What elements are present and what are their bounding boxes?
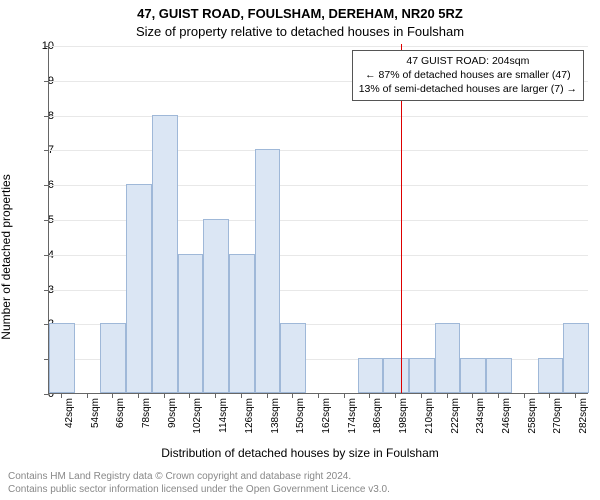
- chart-title: 47, GUIST ROAD, FOULSHAM, DEREHAM, NR20 …: [0, 6, 600, 21]
- histogram-bar: [358, 358, 384, 393]
- x-tick-label: 126sqm: [244, 398, 255, 434]
- x-tick-mark: [447, 394, 448, 398]
- x-tick-label: 174sqm: [347, 398, 358, 434]
- x-tick-mark: [87, 394, 88, 398]
- histogram-bar: [126, 184, 152, 393]
- annotation-box: 47 GUIST ROAD: 204sqm ← 87% of detached …: [352, 50, 584, 101]
- x-tick-label: 114sqm: [218, 398, 229, 433]
- y-tick-mark: [44, 394, 48, 395]
- histogram-bar: [538, 358, 564, 393]
- x-tick-mark: [524, 394, 525, 398]
- annotation-line-2: 13% of semi-detached houses are larger (…: [359, 82, 577, 96]
- attribution-line-2: Contains public sector information licen…: [8, 484, 390, 497]
- x-tick-mark: [292, 394, 293, 398]
- chart-subtitle: Size of property relative to detached ho…: [0, 24, 600, 39]
- x-tick-mark: [472, 394, 473, 398]
- x-tick-label: 102sqm: [192, 398, 203, 434]
- x-tick-mark: [215, 394, 216, 398]
- x-tick-label: 66sqm: [115, 398, 126, 428]
- x-tick-label: 150sqm: [295, 398, 306, 434]
- histogram-bar: [486, 358, 512, 393]
- x-tick-mark: [267, 394, 268, 398]
- histogram-bar: [229, 254, 255, 393]
- histogram-bar: [383, 358, 409, 393]
- histogram-bar: [255, 149, 281, 393]
- histogram-bar: [563, 323, 589, 393]
- histogram-bar: [178, 254, 204, 393]
- x-tick-label: 246sqm: [501, 398, 512, 434]
- attribution-line-1: Contains HM Land Registry data © Crown c…: [8, 471, 390, 484]
- annotation-header: 47 GUIST ROAD: 204sqm: [359, 54, 577, 68]
- x-tick-mark: [395, 394, 396, 398]
- chart-container: { "title": "47, GUIST ROAD, FOULSHAM, DE…: [0, 0, 600, 500]
- x-tick-mark: [61, 394, 62, 398]
- x-tick-mark: [369, 394, 370, 398]
- x-tick-mark: [189, 394, 190, 398]
- x-tick-mark: [498, 394, 499, 398]
- histogram-bar: [203, 219, 229, 393]
- plot-area: 47 GUIST ROAD: 204sqm ← 87% of detached …: [48, 46, 588, 394]
- x-tick-label: 282sqm: [578, 398, 589, 434]
- x-tick-mark: [575, 394, 576, 398]
- x-tick-label: 258sqm: [527, 398, 538, 434]
- x-axis-label: Distribution of detached houses by size …: [0, 446, 600, 460]
- x-tick-label: 162sqm: [321, 398, 332, 434]
- x-tick-label: 270sqm: [552, 398, 563, 434]
- x-tick-mark: [344, 394, 345, 398]
- histogram-bar: [460, 358, 486, 393]
- histogram-bar: [409, 358, 435, 393]
- x-tick-mark: [549, 394, 550, 398]
- x-tick-label: 234sqm: [475, 398, 486, 434]
- y-axis-label: Number of detached properties: [0, 174, 13, 339]
- histogram-bar: [280, 323, 306, 393]
- x-tick-mark: [112, 394, 113, 398]
- x-tick-mark: [318, 394, 319, 398]
- x-tick-label: 90sqm: [167, 398, 178, 428]
- x-tick-label: 54sqm: [90, 398, 101, 428]
- histogram-bar: [100, 323, 126, 393]
- histogram-bar: [49, 323, 75, 393]
- histogram-bar: [435, 323, 461, 393]
- histogram-bar: [152, 115, 178, 393]
- x-tick-label: 198sqm: [398, 398, 409, 434]
- x-tick-mark: [138, 394, 139, 398]
- x-tick-label: 210sqm: [424, 398, 435, 434]
- attribution: Contains HM Land Registry data © Crown c…: [8, 471, 390, 496]
- x-tick-mark: [241, 394, 242, 398]
- x-tick-label: 138sqm: [270, 398, 281, 434]
- x-tick-label: 222sqm: [450, 398, 461, 434]
- x-tick-label: 42sqm: [64, 398, 75, 428]
- x-tick-label: 78sqm: [141, 398, 152, 428]
- annotation-line-1: ← 87% of detached houses are smaller (47…: [359, 68, 577, 82]
- x-tick-label: 186sqm: [372, 398, 383, 434]
- x-tick-mark: [164, 394, 165, 398]
- x-tick-mark: [421, 394, 422, 398]
